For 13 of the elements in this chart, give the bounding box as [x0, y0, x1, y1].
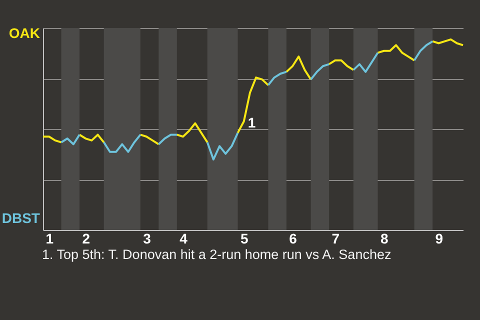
text: OAK	[8, 25, 40, 41]
text: 1. Top 5th: T. Donovan hit a 2-run home run vs A. Sanchez	[42, 247, 392, 262]
x-tick-label: 4	[180, 230, 188, 246]
x-tick-label: 7	[332, 230, 340, 246]
annotation: 1	[248, 114, 256, 130]
text: DBST	[2, 210, 40, 226]
x-tick-label: 8	[380, 230, 388, 246]
x-tick-label: 6	[289, 230, 298, 246]
x-tick-label: 1	[46, 230, 54, 246]
x-tick-label: 5	[240, 230, 248, 246]
x-tick-label: 3	[143, 230, 152, 246]
x-tick-label: 9	[435, 230, 444, 246]
x-tick-label: 2	[82, 230, 90, 246]
